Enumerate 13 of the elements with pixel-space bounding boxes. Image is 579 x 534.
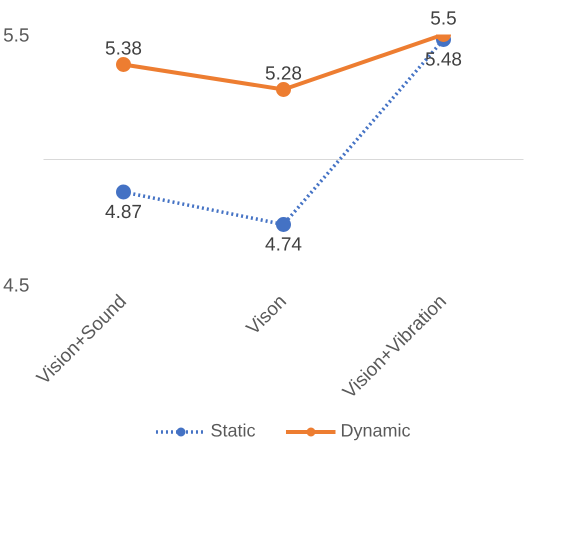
point [116,184,131,200]
data-label: 5.38 [105,38,142,60]
data-label: 5.48 [425,50,462,70]
point [116,57,131,72]
legend-label: Static [210,420,256,442]
data-label: 4.74 [265,234,302,256]
data-label: 5.5 [430,8,457,30]
data-label: 4.87 [105,202,142,223]
point [276,217,291,232]
point [276,82,291,97]
y-tick-label: 4.5 [3,276,30,296]
legend-label: Dynamic [340,420,411,442]
data-label: 5.28 [265,64,302,84]
